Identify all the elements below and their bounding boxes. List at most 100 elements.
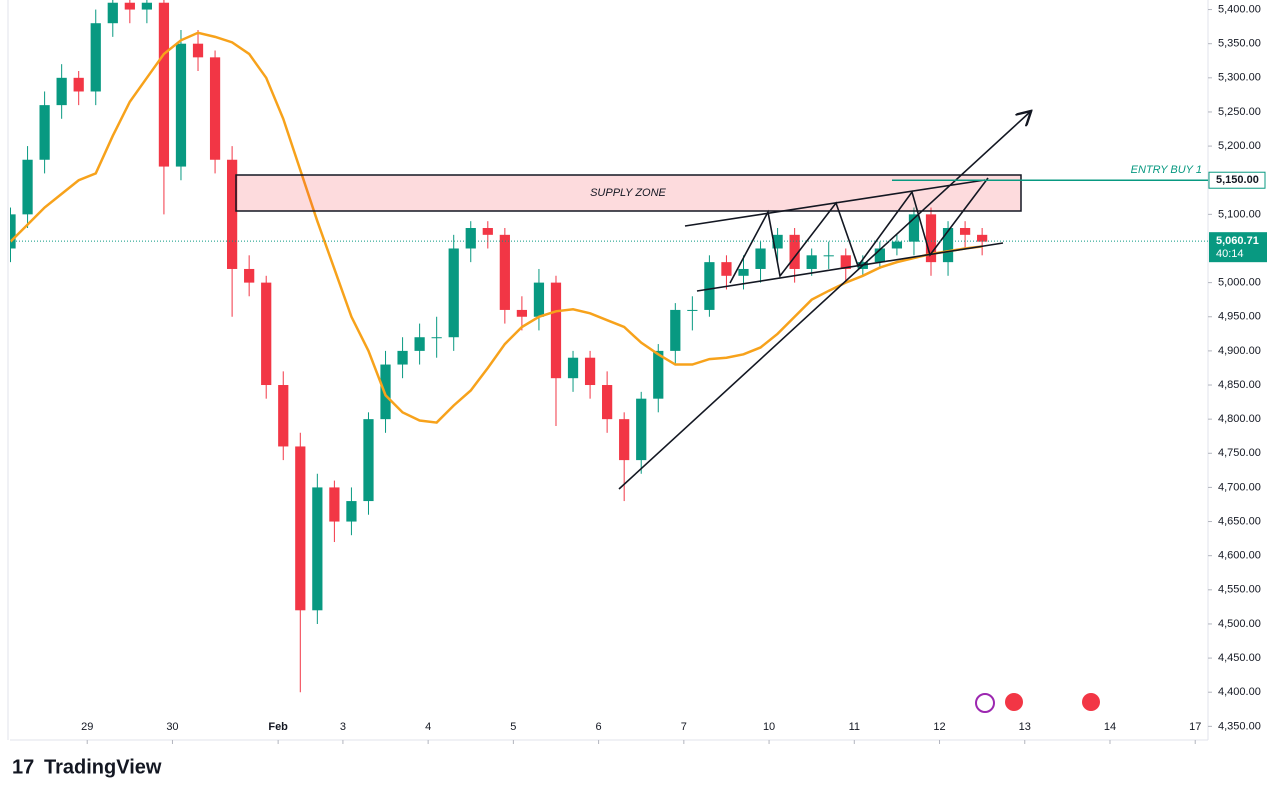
x-tick-label: Feb [268,721,288,733]
y-tick-label: 5,000.00 [1218,277,1261,289]
y-tick-label: 4,650.00 [1218,515,1261,527]
candle-body [244,268,255,283]
y-tick-label: 4,800.00 [1218,413,1261,425]
entry-price-label: 5,150.00 [1216,174,1259,186]
entry-label: ENTRY BUY 1 [1131,164,1202,176]
candle-body [959,228,971,235]
candle-body [295,446,306,611]
candle-body [840,255,851,269]
y-tick-label: 4,850.00 [1218,379,1261,391]
y-tick-label: 4,350.00 [1218,720,1261,732]
channel-lower [696,242,1004,292]
x-tick-label: 14 [1104,721,1116,733]
x-tick-label: 7 [681,721,687,733]
candle-body [465,228,476,249]
candle-body [516,309,528,317]
x-tick-label: 29 [81,721,93,733]
candle-body [908,214,920,242]
candle-body [789,234,800,269]
y-tick-label: 4,600.00 [1218,550,1261,562]
trend-arrow [618,112,1030,490]
y-tick-label: 5,400.00 [1218,3,1261,15]
candle-body [39,105,50,160]
candle-body [73,77,84,92]
candle-body [874,248,885,263]
candle-body [567,357,579,379]
y-tick-label: 5,250.00 [1218,106,1261,118]
candle-body [584,357,596,386]
candle-body [755,248,766,269]
candle-body [823,255,834,257]
supply-zone-label: SUPPLY ZONE [590,187,666,199]
x-tick-label: 10 [763,721,775,733]
candle-body [141,2,152,10]
x-tick-label: 11 [849,721,860,733]
candle-body [738,268,749,276]
x-tick-label: 17 [1189,721,1201,733]
candle-body [226,159,238,269]
y-tick-label: 5,300.00 [1218,72,1261,84]
y-tick-label: 4,450.00 [1218,652,1261,664]
moving-average [10,31,983,424]
candle-body [687,309,698,311]
candle-body [550,282,562,379]
candle-body [158,2,170,167]
candle-body [602,385,613,420]
candle-body [721,262,732,276]
candle-body [107,2,118,24]
candle-body [448,248,459,338]
y-tick-label: 4,700.00 [1218,481,1261,493]
current-price-label: 5,060.71 [1216,235,1259,247]
candle-body [533,282,545,317]
candle-body [90,23,101,92]
candle-body [891,241,903,249]
candle-body [636,398,647,461]
candle-body [278,385,289,447]
plot-area [10,0,1208,740]
countdown-label: 40:14 [1216,248,1244,260]
x-tick-label: 4 [425,721,431,733]
candle-body [942,228,954,263]
candle-body [363,419,374,502]
candle-body [22,159,33,215]
candle-body [209,57,221,160]
candle-body [670,309,681,351]
current-price-box [1209,232,1267,263]
candle-body [329,487,340,522]
candle-body [10,214,16,249]
x-tick-label: 5 [510,721,516,733]
candle-body [431,337,442,339]
candle-body [175,43,187,167]
entry-price-box [1208,171,1266,189]
x-tick-label: 30 [166,721,178,733]
y-tick-label: 4,550.00 [1218,584,1261,596]
candle-body [977,234,988,242]
candle-body [346,501,357,522]
supply-zone [235,174,1022,212]
x-tick-label: 6 [596,721,602,733]
candle-body [772,234,783,249]
y-tick-label: 5,200.00 [1218,140,1261,152]
event-icon [975,693,995,713]
x-tick-label: 3 [340,721,346,733]
y-tick-label: 5,100.00 [1218,208,1261,220]
candle-body [653,350,664,399]
y-tick-label: 5,350.00 [1218,38,1261,50]
x-tick-label: 12 [933,721,945,733]
candle-body [619,419,630,461]
y-tick-label: 4,900.00 [1218,345,1261,357]
candle-body [312,487,323,611]
zigzag [729,177,989,284]
candle-body [704,262,715,310]
x-tick-label: 13 [1019,721,1031,733]
y-tick-label: 4,950.00 [1218,311,1261,323]
candle-body [482,228,493,235]
candle-body [124,2,135,10]
candle-body [806,255,817,269]
event-icon [1082,693,1100,711]
logo-mark: 17 [12,756,34,778]
y-tick-label: 4,400.00 [1218,686,1261,698]
candle-body [499,234,510,310]
